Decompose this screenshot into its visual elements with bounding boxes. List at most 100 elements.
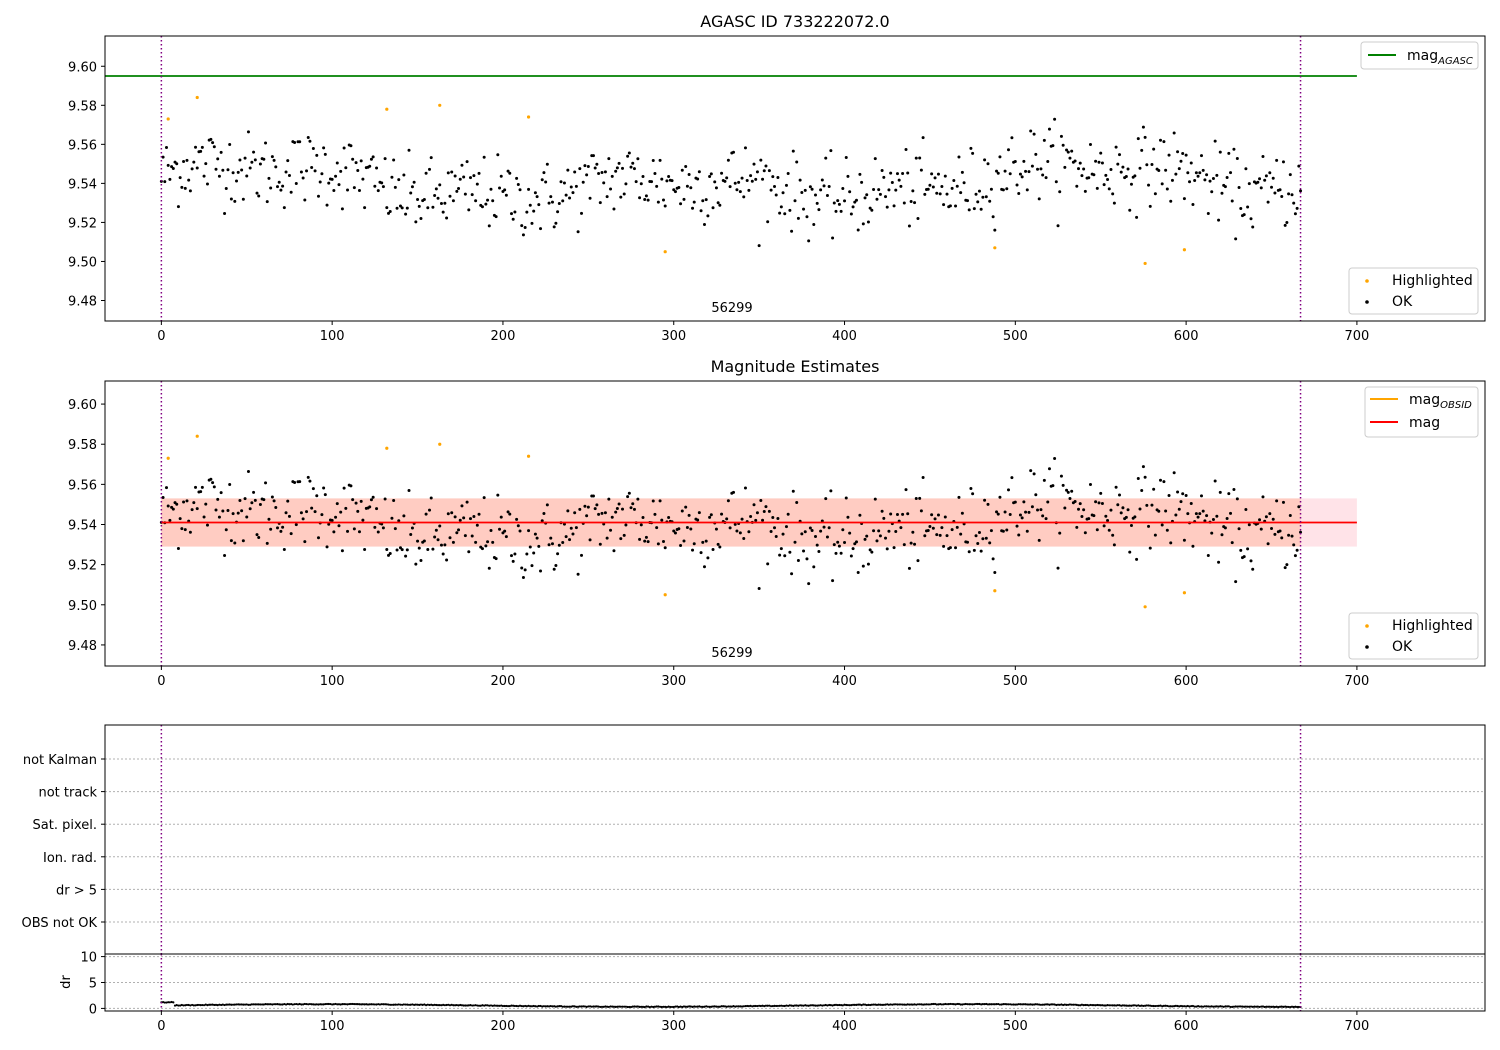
dr-point (1268, 1005, 1271, 1008)
dr-point (575, 1005, 578, 1008)
ok-point (1208, 179, 1212, 183)
ok-point (1065, 148, 1069, 152)
dr-point (669, 1005, 672, 1009)
ok-point (661, 540, 665, 544)
ok-point (306, 475, 310, 479)
ok-point (1047, 127, 1051, 131)
ok-point (363, 206, 367, 210)
ok-point (714, 186, 718, 190)
dr-point (834, 1003, 838, 1006)
ok-point (248, 166, 252, 170)
ok-point (858, 172, 862, 176)
plot-frame (104, 380, 1486, 667)
dr-point (450, 1003, 453, 1006)
ok-point (894, 188, 898, 192)
dr-point (1162, 1004, 1166, 1007)
ok-point (325, 203, 329, 207)
highlighted-point (1182, 248, 1187, 252)
ok-point (305, 510, 309, 514)
ok-point (639, 182, 643, 186)
ok-point (498, 527, 502, 531)
ok-point (539, 569, 543, 573)
ok-point (188, 530, 192, 534)
highlighted-point (385, 107, 389, 111)
ok-point (301, 517, 305, 521)
ok-point (568, 538, 572, 542)
dr-point (1009, 1003, 1012, 1006)
ok-point (977, 530, 981, 534)
dr-point (976, 1002, 979, 1006)
dr-point (349, 1002, 353, 1006)
ok-point (942, 544, 946, 548)
ok-point (954, 546, 958, 550)
ok-point (229, 197, 233, 201)
ok-point (1247, 182, 1251, 186)
dr-point (819, 1004, 822, 1007)
ok-point (286, 159, 290, 163)
ok-point (1261, 154, 1265, 158)
ok-point (1281, 500, 1285, 504)
ok-point (921, 475, 925, 479)
ok-point (580, 211, 584, 215)
ok-point (976, 542, 980, 546)
ok-point (1024, 169, 1028, 173)
ok-point (294, 523, 298, 527)
dr-point (583, 1005, 587, 1008)
ok-point (182, 500, 186, 504)
ok-point (895, 172, 899, 176)
ok-point (1288, 513, 1292, 517)
ok-point (176, 546, 180, 550)
ok-point (313, 169, 317, 173)
ok-point (851, 205, 855, 209)
ok-point (843, 199, 847, 203)
ok-point (998, 155, 1002, 159)
dr-point (667, 1005, 670, 1008)
legend-lower: Highlighted OK (1348, 612, 1479, 660)
ok-point (337, 524, 341, 528)
dr-point (1101, 1004, 1104, 1007)
dr-point (356, 1003, 359, 1006)
ok-point (906, 512, 910, 516)
ok-point (831, 579, 835, 583)
ok-point (357, 188, 361, 192)
ok-point (839, 209, 843, 213)
dr-point (1207, 1005, 1210, 1008)
dr-point (476, 1004, 479, 1007)
ok-point (332, 530, 336, 534)
dr-point (467, 1004, 470, 1007)
ok-point (276, 526, 279, 530)
ok-point (870, 550, 874, 554)
dr-point (267, 1003, 271, 1006)
ok-point (1201, 168, 1205, 172)
ok-point (241, 539, 245, 543)
ok-point (1109, 508, 1113, 512)
dr-point (974, 1002, 978, 1006)
dr-point (445, 1003, 448, 1007)
ok-point (233, 199, 237, 203)
ok-point (1097, 501, 1101, 505)
ok-point (926, 529, 930, 533)
dr-point (351, 1002, 354, 1006)
dr-point (286, 1002, 289, 1006)
ok-point (542, 511, 546, 515)
ok-point (902, 543, 906, 547)
dr-point (723, 1005, 727, 1008)
ok-point (872, 529, 876, 533)
ok-point (523, 226, 527, 230)
ok-point (894, 529, 898, 533)
ok-point (477, 512, 481, 516)
dr-point (1243, 1005, 1246, 1008)
dr-point (211, 1003, 214, 1006)
ok-point (1177, 167, 1181, 171)
dr-point (756, 1004, 759, 1008)
dr-point (617, 1005, 621, 1008)
ok-point (759, 158, 763, 162)
ok-point (250, 501, 254, 505)
ok-point (904, 488, 908, 492)
x-tick-label: 200 (491, 1019, 516, 1034)
ok-point (1112, 543, 1116, 547)
ok-point (966, 199, 969, 203)
dr-point (1116, 1004, 1119, 1007)
dr-point (452, 1004, 455, 1007)
dr-point (1015, 1003, 1019, 1006)
